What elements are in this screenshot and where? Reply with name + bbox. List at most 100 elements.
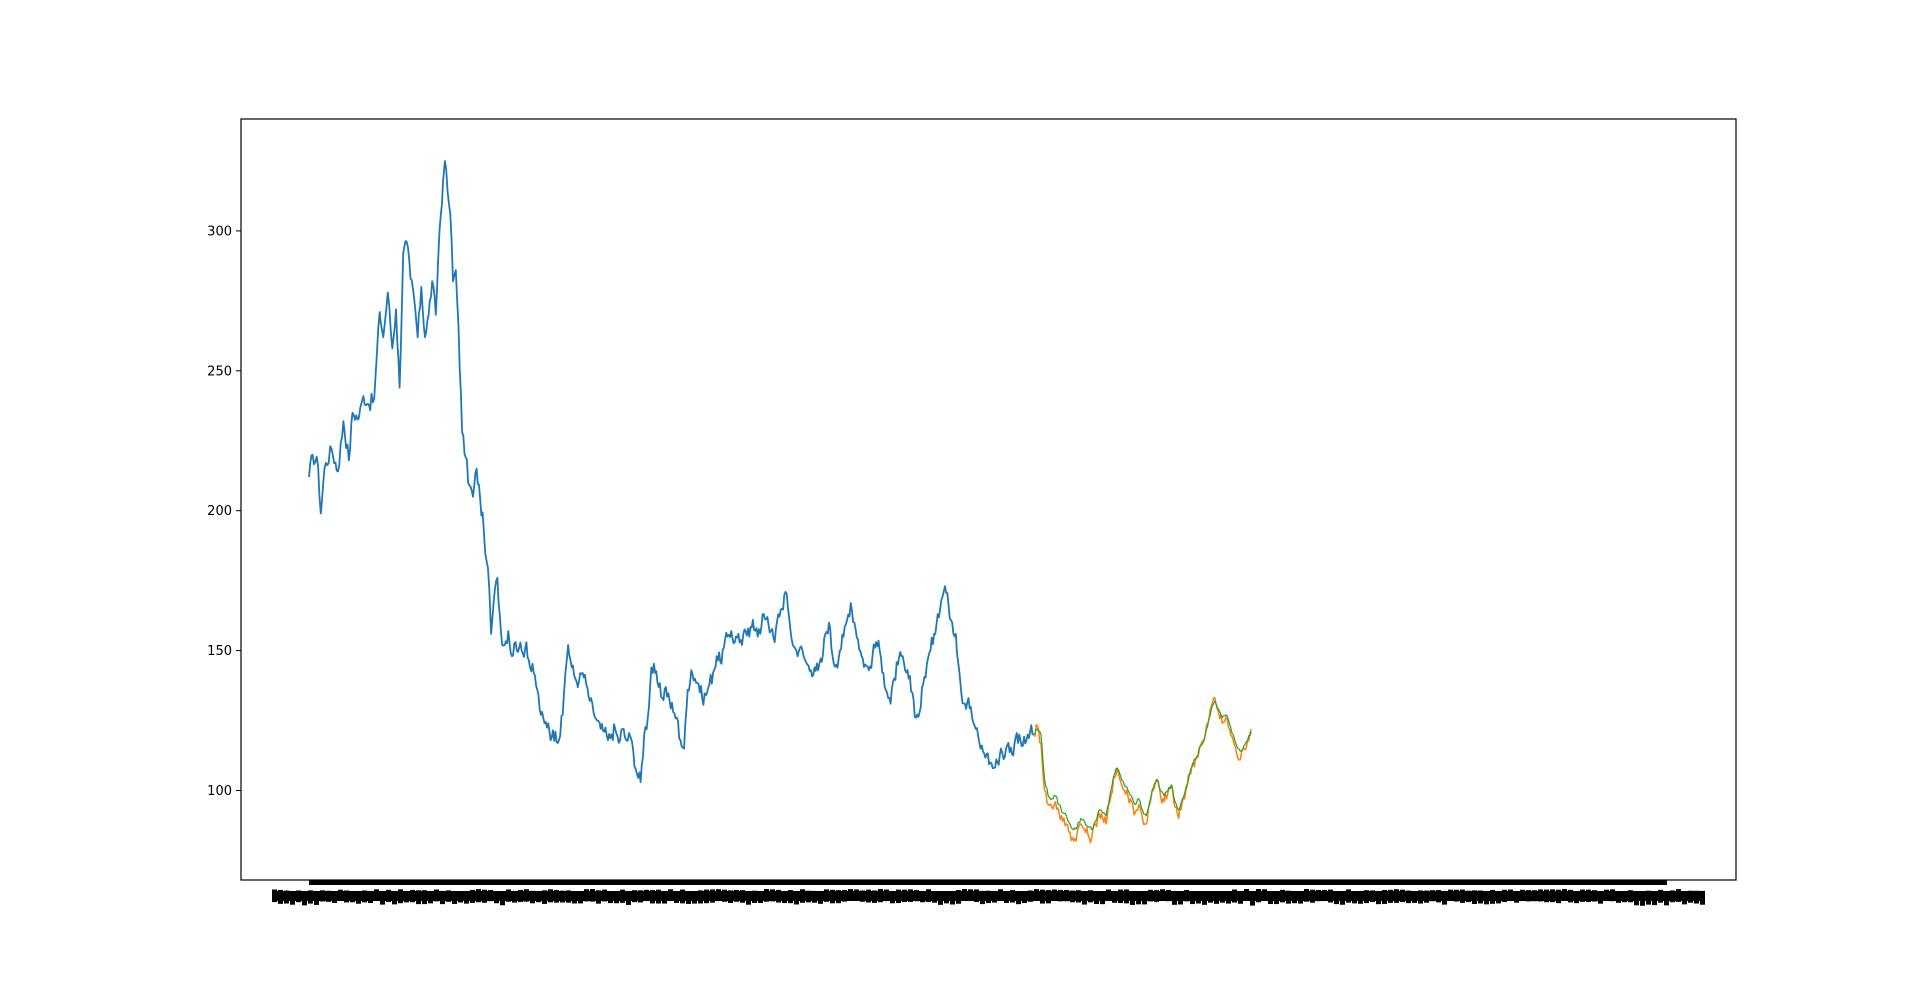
x-tick-label-glyph (1160, 889, 1165, 901)
x-tick-label-glyph (1310, 889, 1315, 903)
x-tick-label-glyph (464, 891, 469, 904)
x-tick-label-glyph (1688, 890, 1693, 903)
x-tick-label-glyph (818, 891, 823, 904)
x-tick-label-glyph (1328, 889, 1333, 903)
x-tick-label-glyph (644, 889, 649, 902)
x-tick-label-glyph (836, 890, 841, 904)
x-tick-label-glyph (1400, 889, 1405, 903)
x-tick-label-glyph (1232, 889, 1237, 903)
x-tick-label-glyph (1520, 889, 1525, 902)
x-tick-label-glyph (1364, 890, 1369, 904)
x-tick-label-glyph (500, 891, 505, 906)
x-tick-label-glyph (1112, 891, 1117, 903)
x-tick-label-glyph (1430, 890, 1435, 902)
x-tick-label-glyph (1610, 889, 1615, 902)
x-tick-label-glyph (1670, 890, 1675, 903)
x-tick-label-glyph (668, 889, 673, 902)
x-tick-label-glyph (386, 889, 391, 903)
x-tick-label-glyph (692, 891, 697, 904)
x-tick-label-glyph (488, 890, 493, 902)
x-tick-label-glyph (1208, 891, 1213, 903)
x-tick-label-glyph (1580, 889, 1585, 902)
x-tick-label-glyph (314, 891, 319, 905)
x-tick-label-glyph (1046, 890, 1051, 904)
x-tick-label-glyph (1472, 890, 1477, 904)
x-tick-label-glyph (368, 891, 373, 903)
x-tick-label-glyph (878, 889, 883, 903)
x-tick-label-glyph (1040, 889, 1045, 904)
x-tick-label-glyph (1466, 890, 1471, 902)
x-tick-label-glyph (992, 891, 997, 903)
x-tick-label-glyph (854, 889, 859, 901)
x-tick-label-glyph (1142, 891, 1147, 905)
x-tick-label-glyph (1646, 890, 1651, 905)
x-tick-label-glyph (908, 889, 913, 902)
x-tick-label-glyph (1616, 891, 1621, 903)
x-tick-label-glyph (1130, 891, 1135, 905)
x-tick-label-glyph (1058, 889, 1063, 902)
x-tick-label-glyph (416, 890, 421, 905)
x-tick-label-glyph (632, 890, 637, 903)
x-tick-label-glyph (1424, 890, 1429, 903)
x-tick-label-glyph (1442, 890, 1447, 905)
series-line-predicted (1033, 700, 1252, 831)
x-tick-label-glyph (764, 889, 769, 902)
x-tick-label-glyph (776, 889, 781, 903)
x-tick-label-glyph (758, 891, 763, 903)
x-tick-label-glyph (1532, 890, 1537, 902)
x-tick-label-glyph (1016, 891, 1021, 905)
x-tick-label-glyph (1664, 891, 1669, 906)
x-tick-label-glyph (1544, 889, 1549, 903)
x-tick-label-glyph (1214, 891, 1219, 904)
x-tick-label-glyph (596, 890, 601, 904)
x-tick-label-glyph (944, 891, 949, 904)
x-tick-label-glyph (1070, 890, 1075, 903)
x-tick-label-glyph (410, 889, 415, 903)
x-tick-label-glyph (710, 889, 715, 903)
x-tick-label-glyph (824, 889, 829, 902)
x-tick-label-glyph (962, 889, 967, 901)
x-tick-label-glyph (530, 890, 535, 904)
x-tick-label-glyph (1382, 889, 1387, 904)
x-tick-label-glyph (1340, 891, 1345, 905)
x-tick-label-glyph (1682, 891, 1687, 905)
x-tick-label-glyph (1514, 891, 1519, 903)
x-tick-label-glyph (1604, 889, 1609, 901)
x-tick-label-glyph (1700, 890, 1705, 905)
x-tick-label-glyph (1022, 891, 1027, 904)
x-tick-label-glyph (1448, 889, 1453, 901)
x-tick-label-glyph (1100, 891, 1105, 905)
x-tick-label-glyph (350, 890, 355, 903)
series-line-actual (1033, 697, 1252, 844)
x-tick-label-glyph (848, 889, 853, 901)
x-tick-label-glyph (404, 891, 409, 903)
x-tick-label-glyph (788, 890, 793, 904)
x-tick-label-glyph (1010, 890, 1015, 903)
y-tick-label: 300 (207, 224, 232, 239)
x-tick-label-glyph (896, 889, 901, 904)
y-tick-label: 150 (207, 644, 232, 659)
x-tick-label-glyph (278, 889, 283, 904)
x-tick-label-glyph (1304, 889, 1309, 902)
x-tick-label-glyph (920, 891, 925, 903)
x-tick-label-glyph (374, 889, 379, 901)
x-tick-label-glyph (608, 891, 613, 904)
x-tick-label-glyph (1190, 891, 1195, 905)
x-tick-label-glyph (560, 890, 565, 903)
x-tick-label-glyph (656, 889, 661, 904)
x-tick-label-glyph (812, 890, 817, 903)
x-tick-label-glyph (392, 891, 397, 905)
x-tick-label-glyph (1280, 889, 1285, 903)
x-tick-label-glyph (332, 891, 337, 903)
x-tick-label-glyph (572, 891, 577, 904)
x-tick-label-glyph (524, 889, 529, 902)
x-tick-label-glyph (1262, 889, 1267, 901)
x-tick-label-glyph (428, 891, 433, 904)
x-tick-label-glyph (1502, 889, 1507, 903)
x-tick-label-glyph (1226, 891, 1231, 904)
x-tick-label-glyph (1574, 891, 1579, 904)
x-tick-label-glyph (974, 889, 979, 903)
x-tick-label-glyph (1220, 891, 1225, 903)
x-tick-label-glyph (302, 891, 307, 906)
